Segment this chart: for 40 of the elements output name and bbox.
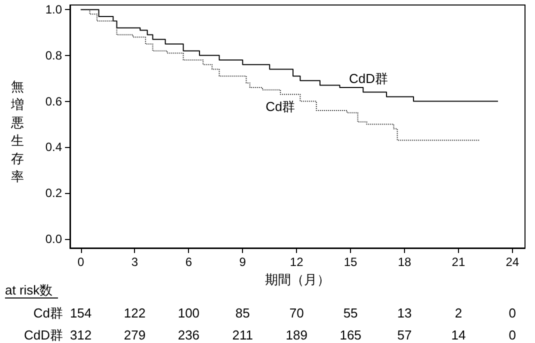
- text: 70: [289, 306, 304, 320]
- x-axis-title: 期間（月）: [265, 272, 330, 287]
- series-label: Cd群: [266, 98, 296, 114]
- text: 100: [178, 306, 200, 320]
- text: 165: [340, 328, 362, 342]
- text: Cd群: [33, 306, 63, 320]
- text: 2: [454, 306, 462, 320]
- x-tick-label: 15: [344, 255, 358, 269]
- series-label: CdD群: [349, 71, 388, 86]
- x-tick-label: 12: [290, 255, 304, 269]
- y-tick-label: 0.6: [45, 94, 62, 108]
- text: 312: [70, 328, 92, 342]
- text: 0: [508, 328, 516, 342]
- x-tick-label: 24: [506, 255, 520, 269]
- text: 55: [343, 306, 358, 320]
- x-tick-label: 9: [239, 255, 246, 269]
- text: 57: [397, 328, 412, 342]
- text: 154: [70, 306, 92, 320]
- text: 279: [124, 328, 146, 342]
- x-tick-label: 21: [452, 255, 466, 269]
- y-tick-label: 0.8: [45, 48, 62, 62]
- x-tick-label: 0: [77, 255, 84, 269]
- y-tick-label: 0.0: [45, 232, 62, 246]
- y-axis-title: 無増悪生存率: [11, 78, 25, 186]
- x-tick-label: 3: [131, 255, 138, 269]
- x-tick-label: 18: [398, 255, 412, 269]
- y-tick-label: 0.2: [45, 186, 62, 200]
- text: 14: [451, 328, 466, 342]
- text: at risk数: [5, 282, 53, 298]
- text: 85: [235, 306, 250, 320]
- y-tick-label: 0.4: [45, 140, 62, 154]
- text: 13: [397, 306, 412, 320]
- text: CdD群: [24, 328, 63, 342]
- text: 236: [178, 328, 200, 342]
- text: 189: [286, 328, 308, 342]
- y-tick-label: 1.0: [45, 2, 62, 17]
- text: 122: [124, 306, 146, 320]
- x-tick-label: 6: [185, 255, 192, 269]
- text: 0: [508, 306, 516, 320]
- text: 211: [232, 328, 254, 342]
